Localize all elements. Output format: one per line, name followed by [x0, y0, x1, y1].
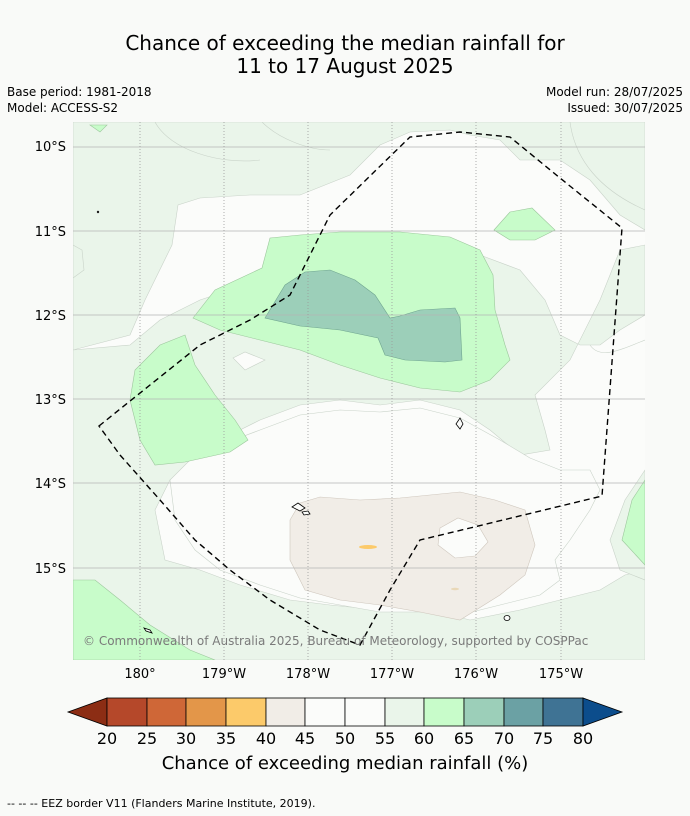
colorbar-bin — [344, 697, 386, 727]
colorbar-tick-label: 25 — [136, 729, 158, 748]
colorbar-bin — [304, 697, 346, 727]
lon-label: 179°W — [202, 667, 246, 682]
islands — [96, 210, 511, 634]
contour-60-65 — [621, 479, 645, 566]
colorbar-tick-label: 50 — [334, 729, 356, 748]
colorbar-bin — [542, 697, 584, 727]
colorbar-tick-label: 80 — [572, 729, 594, 748]
island — [455, 417, 464, 430]
base-period: Base period: 1981-2018 — [7, 85, 152, 99]
eez-legend-note: -- -- -- EEZ border V11 (Flanders Marine… — [7, 797, 316, 810]
lon-label: 180° — [124, 667, 155, 682]
lat-label: 12°S — [35, 309, 66, 324]
lat-label: 14°S — [35, 477, 66, 492]
lat-label: 15°S — [35, 562, 66, 577]
title-line-1: Chance of exceeding the median rainfall … — [125, 31, 565, 55]
colorbar-bin — [423, 697, 465, 727]
colorbar-bin — [463, 697, 505, 727]
contour-60-65 — [493, 207, 556, 241]
contour-60-65 — [89, 124, 108, 133]
colorbar-bin — [185, 697, 227, 727]
colorbar-tick-label: 35 — [215, 729, 237, 748]
contour-45-50-hole — [437, 517, 489, 559]
colorbar-tick-label: 40 — [255, 729, 277, 748]
island — [96, 210, 100, 214]
colorbar-tick-label: 20 — [96, 729, 118, 748]
island — [291, 502, 306, 512]
contour-line — [261, 122, 331, 151]
colorbar-bin — [503, 697, 544, 727]
island — [143, 627, 153, 634]
contour-60-65 — [73, 579, 216, 660]
model-run: Model run: 28/07/2025 — [545, 85, 683, 99]
colorbar-bin — [384, 697, 425, 727]
lat-label: 11°S — [35, 225, 66, 240]
colorbar-tick-label: 75 — [532, 729, 554, 748]
colorbar-bin — [146, 697, 187, 727]
colorbar-tick-label: 70 — [493, 729, 515, 748]
colorbar-arrow-high — [582, 697, 624, 727]
contour-60-65 — [129, 334, 249, 466]
lat-label: 13°S — [35, 393, 66, 408]
issued-date: Issued: 30/07/2025 — [567, 101, 683, 115]
lon-label: 177°W — [370, 667, 414, 682]
contour-line — [154, 122, 261, 162]
copyright-notice: © Commonwealth of Australia 2025, Bureau… — [83, 634, 588, 648]
colorbar-bin — [106, 697, 148, 727]
map-area — [73, 122, 645, 660]
contour-40-45-small — [451, 587, 459, 591]
colorbar-arrow-low — [66, 697, 108, 727]
lon-label: 178°W — [286, 667, 330, 682]
island — [503, 615, 511, 621]
title-line-2: 11 to 17 August 2025 — [236, 54, 454, 78]
lat-labels: 10°S 11°S 12°S 13°S 14°S 15°S — [35, 140, 66, 577]
island — [301, 510, 311, 516]
eez-border — [98, 131, 623, 646]
colorbar-tick-label: 45 — [294, 729, 316, 748]
contour-line — [73, 244, 85, 279]
gridlines — [73, 146, 645, 569]
colorbar-title: Chance of exceeding median rainfall (%) — [161, 753, 529, 774]
contour-55-60 — [73, 122, 645, 351]
contour-65-70 — [264, 269, 463, 363]
lat-label: 10°S — [35, 140, 66, 155]
colorbar-bin — [225, 697, 267, 727]
colorbar — [66, 697, 624, 727]
colorbar-tick-label: 30 — [175, 729, 197, 748]
colorbar-tick-label: 65 — [453, 729, 475, 748]
lon-label: 176°W — [454, 667, 498, 682]
colorbar-tick-label: 55 — [374, 729, 396, 748]
colorbar-tick-label: 60 — [413, 729, 435, 748]
lon-labels: 180° 179°W 178°W 177°W 176°W 175°W — [124, 667, 583, 682]
contour-35-40 — [359, 545, 377, 549]
contour-50-55-patch — [232, 351, 266, 371]
colorbar-bin — [265, 697, 306, 727]
contour-line — [569, 122, 645, 211]
model-name: Model: ACCESS-S2 — [7, 101, 119, 115]
lon-label: 175°W — [539, 667, 583, 682]
contour-line — [589, 339, 645, 353]
